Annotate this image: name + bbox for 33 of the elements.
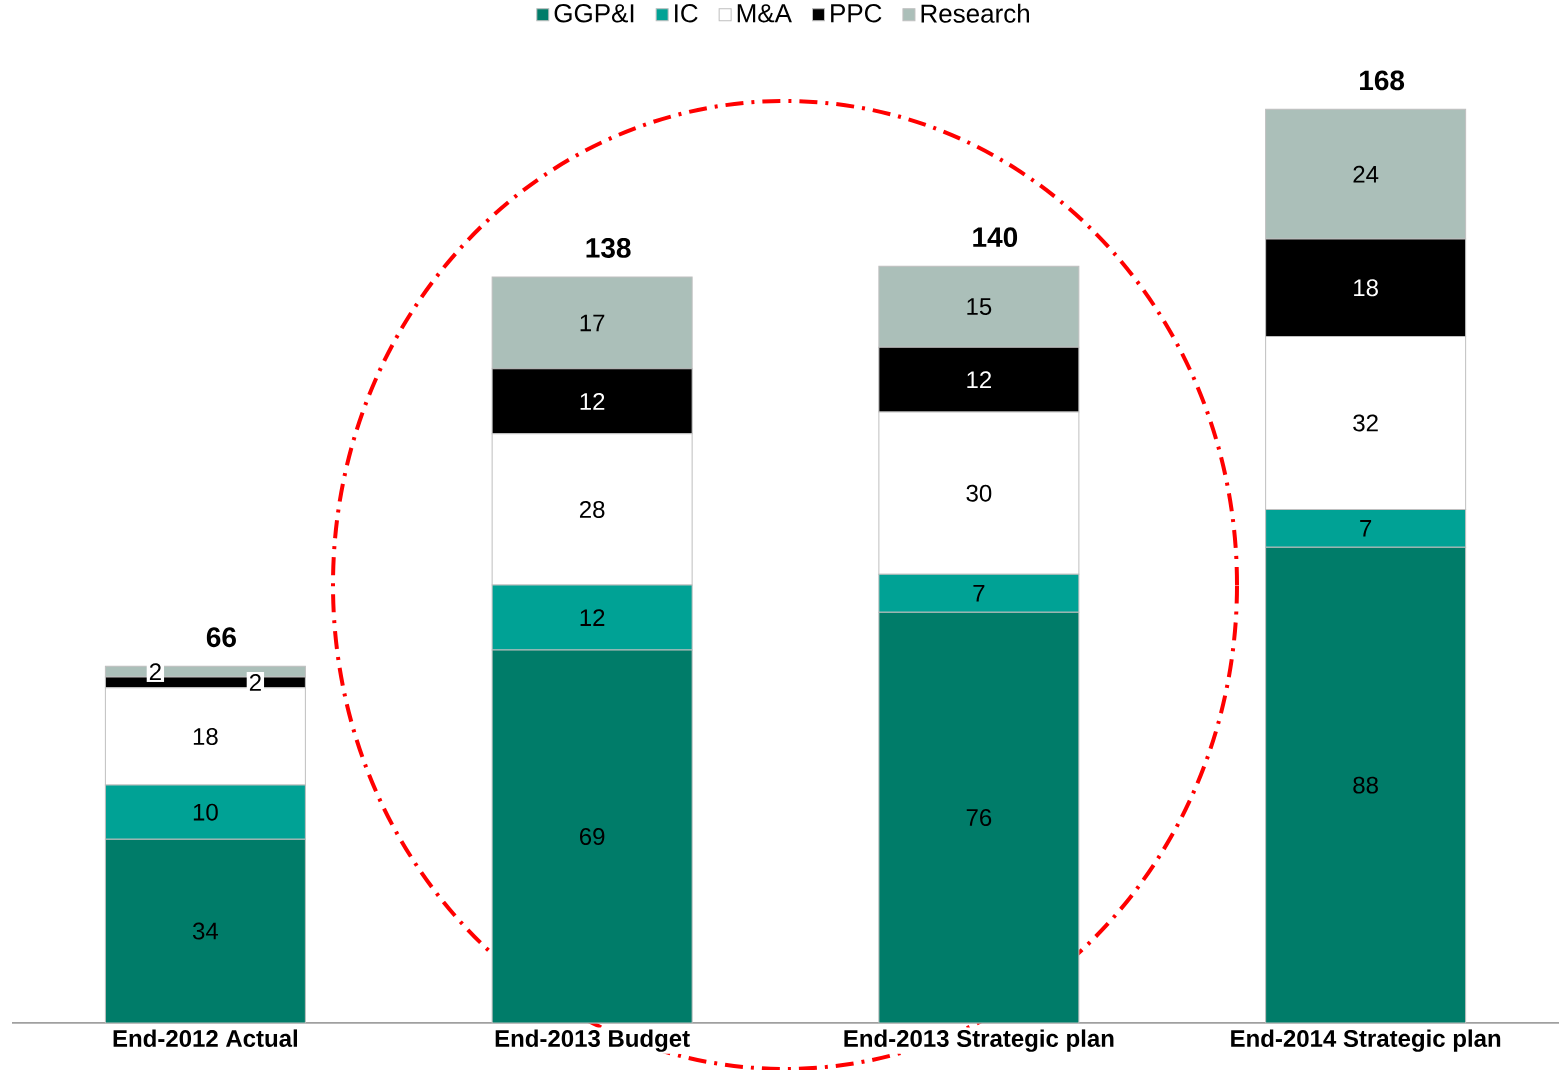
x-tick-label: End-2012 Actual — [113, 1029, 297, 1047]
data-label: 2 — [149, 663, 161, 680]
data-label: 30 — [966, 484, 992, 502]
total-label: 168 — [1360, 70, 1405, 91]
data-label: 12 — [580, 392, 605, 410]
data-label: 7 — [973, 584, 985, 602]
data-label: 28 — [579, 500, 605, 518]
data-label: 12 — [580, 609, 605, 626]
legend-label: GGP&I — [554, 4, 634, 23]
x-tick-label: End-2013 Budget — [495, 1029, 690, 1052]
total-label: 138 — [586, 238, 631, 258]
data-label: 76 — [966, 809, 992, 827]
data-label: 12 — [967, 371, 992, 389]
data-label: 69 — [580, 827, 605, 845]
data-label: 10 — [193, 803, 218, 821]
legend-label: PPC — [831, 4, 882, 23]
legend-label: M&A — [737, 4, 792, 23]
data-label: 34 — [192, 922, 219, 940]
data-label: 24 — [1353, 165, 1379, 183]
data-label: 17 — [580, 314, 605, 332]
data-label: 2 — [249, 674, 261, 691]
data-label: 32 — [1353, 414, 1378, 432]
data-label: 18 — [1354, 279, 1378, 297]
data-label: 88 — [1353, 776, 1378, 794]
total-label: 66 — [206, 627, 236, 648]
data-label: 7 — [1360, 520, 1372, 537]
legend-label: Research — [921, 3, 1030, 23]
x-tick-label: End-2014 Strategic plan — [1231, 1029, 1501, 1052]
data-label: 18 — [193, 727, 218, 745]
data-label: 15 — [967, 298, 992, 316]
x-tick-label: End-2013 Strategic plan — [844, 1029, 1114, 1052]
legend-label: IC — [675, 4, 698, 23]
total-label: 140 — [973, 227, 1018, 248]
